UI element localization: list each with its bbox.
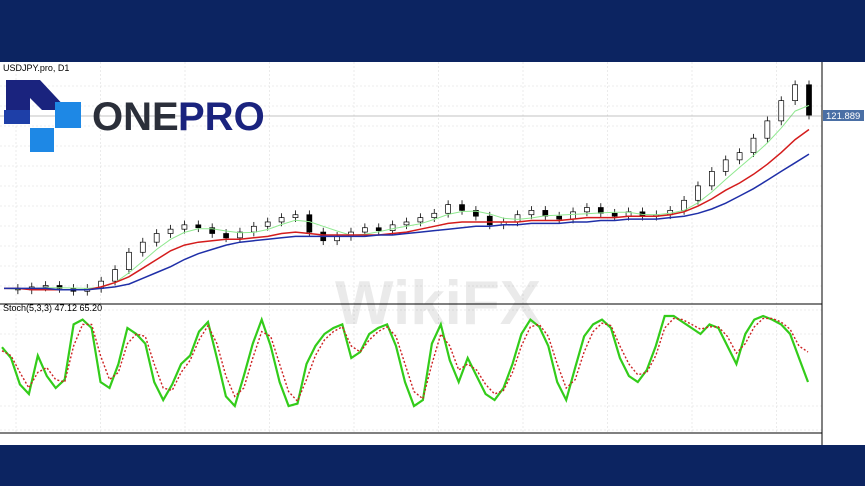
candle-bull xyxy=(181,224,188,230)
candle-bull xyxy=(764,120,771,139)
chart-canvas: WikiFX USDJPY.pro, D1 Stoch(5,3,3) 47.12… xyxy=(0,62,864,445)
candle-bear xyxy=(195,224,202,229)
stoch-lines-group xyxy=(1,314,810,409)
candle-bull xyxy=(153,233,160,243)
candle-bull xyxy=(722,159,729,172)
candle-bear xyxy=(306,214,313,233)
symbol-label: USDJPY.pro, D1 xyxy=(3,63,69,73)
candle-bear xyxy=(56,285,63,289)
logo-text-one: ONE xyxy=(92,95,179,139)
chart-panel: WikiFX USDJPY.pro, D1 Stoch(5,3,3) 47.12… xyxy=(0,62,865,445)
candle-bear xyxy=(806,84,812,116)
candle-bull xyxy=(292,214,299,218)
candle-bear xyxy=(223,233,229,239)
candle-bear xyxy=(375,227,382,231)
stoch-label: Stoch(5,3,3) 47.12 65.20 xyxy=(3,303,102,313)
blue-ma-line xyxy=(4,153,810,291)
candle-bull xyxy=(695,185,701,201)
candle-bear xyxy=(611,212,618,217)
current-price-badge xyxy=(823,110,864,121)
candle-bull xyxy=(528,210,535,216)
candle-bull xyxy=(167,228,174,234)
candle-bear xyxy=(209,227,216,234)
red-ma-line xyxy=(4,128,810,291)
candle-bull xyxy=(778,100,785,122)
candle-bull xyxy=(250,225,257,233)
candle-bear xyxy=(486,215,493,226)
candle-bear xyxy=(473,210,479,217)
candle-bull xyxy=(389,224,396,231)
logo-text-pro: PRO xyxy=(178,95,265,139)
candle-bull xyxy=(126,251,132,270)
candle-bull xyxy=(792,84,798,102)
candle-bull xyxy=(736,152,743,161)
logo-mark-square-bottom xyxy=(30,128,54,152)
candle-bear xyxy=(459,204,465,211)
candle-bull xyxy=(237,231,243,239)
candle-bull xyxy=(42,285,49,288)
candle-bull xyxy=(708,171,715,187)
current-price-text: 121.889 xyxy=(826,111,860,122)
candle-bull xyxy=(264,221,271,227)
candle-bull xyxy=(139,241,146,253)
candle-bull xyxy=(570,211,576,220)
onepro-logo: ONE PRO xyxy=(4,80,265,152)
candle-bull xyxy=(403,221,410,226)
candle-bull xyxy=(362,227,368,233)
candle-bull xyxy=(514,214,521,223)
candle-bull xyxy=(431,212,438,218)
candle-bull xyxy=(417,217,424,223)
candle-bull xyxy=(278,217,285,223)
candle-bull xyxy=(445,204,451,214)
fast-ma-line xyxy=(3,104,810,290)
candle-bull xyxy=(584,207,590,213)
ma-lines-group xyxy=(3,104,810,291)
candle-bear xyxy=(556,215,563,220)
logo-mark-dark xyxy=(4,110,30,124)
candle-bull xyxy=(112,269,118,282)
logo-mark-square-right xyxy=(55,102,81,128)
candle-bull xyxy=(750,137,757,153)
stoch-signal-line xyxy=(1,317,809,403)
